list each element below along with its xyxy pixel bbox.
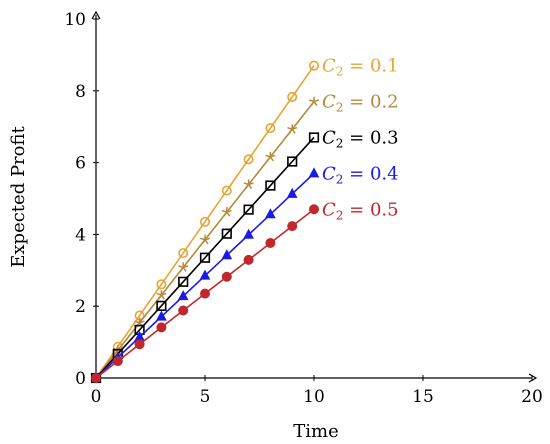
square-marker: [287, 156, 298, 167]
star-marker: [134, 317, 145, 328]
square-marker: [243, 204, 254, 215]
y-tick-label: 2: [75, 297, 86, 317]
x-axis-arrow: [528, 373, 538, 383]
circle-marker: [156, 279, 167, 290]
star-marker: [178, 262, 189, 272]
star-marker: [200, 234, 210, 245]
series-line: [95, 136, 315, 379]
dot-marker: [200, 288, 210, 299]
circle-marker: [265, 123, 276, 134]
series-1: [91, 60, 319, 383]
series-line: [95, 65, 315, 379]
circle-marker: [308, 60, 319, 71]
star-marker: [265, 151, 276, 162]
y-axis-title: Expected Profit: [8, 125, 29, 267]
circle-marker: [200, 216, 211, 227]
series-label: C2 = 0.3: [322, 127, 399, 150]
x-tick-label: 0: [91, 387, 102, 407]
triangle-marker: [308, 167, 320, 178]
square-marker: [221, 228, 232, 239]
series-layer: [90, 60, 320, 384]
y-tick-label: 8: [75, 82, 86, 102]
series-label: C2 = 0.5: [322, 199, 399, 222]
square-marker: [156, 300, 167, 311]
series-5: [91, 204, 319, 383]
dot-marker: [178, 305, 189, 316]
series-label: C2 = 0.2: [322, 92, 399, 115]
y-tick-label: 6: [75, 154, 86, 174]
dot-marker: [243, 254, 254, 265]
series-3: [90, 132, 320, 384]
dot-marker: [287, 221, 298, 232]
dot-marker: [134, 339, 145, 350]
axes: 0 5 10 15 20 0 2 4 6 8 10: [64, 10, 542, 407]
x-tick-label: 15: [412, 387, 434, 407]
series-labels: C2 = 0.1 C2 = 0.2 C2 = 0.3 C2 = 0.4 C2 = 0.5: [322, 56, 399, 223]
triangle-marker: [199, 269, 211, 280]
dot-marker: [309, 204, 319, 215]
square-marker: [265, 180, 276, 191]
triangle-marker: [286, 187, 298, 198]
x-tick-label: 10: [303, 387, 325, 407]
triangle-marker: [221, 249, 233, 260]
dot-marker: [156, 322, 167, 333]
star-marker: [309, 96, 319, 107]
star-marker: [287, 124, 298, 134]
x-tick-label: 20: [521, 387, 543, 407]
x-axis-title: Time: [293, 421, 338, 442]
star-marker: [243, 179, 254, 189]
star-marker: [221, 207, 232, 217]
y-tick-label: 4: [75, 225, 86, 245]
circle-marker: [178, 248, 189, 259]
dot-marker: [91, 373, 101, 383]
star-marker: [156, 290, 167, 300]
square-marker: [199, 252, 211, 263]
y-tick-label: 10: [64, 10, 86, 30]
y-tick-label: 0: [75, 369, 86, 389]
circle-marker: [221, 185, 232, 196]
series-2: [91, 96, 319, 383]
square-marker: [308, 132, 320, 143]
triangle-marker: [156, 310, 167, 321]
square-marker: [178, 276, 189, 287]
series-4: [90, 167, 320, 382]
dot-marker: [265, 238, 276, 249]
dot-marker: [112, 356, 123, 367]
triangle-marker: [177, 290, 189, 301]
dot-marker: [221, 271, 232, 282]
x-tick-label: 5: [200, 387, 211, 407]
circle-marker: [243, 154, 254, 165]
y-axis-arrow: [91, 10, 101, 20]
series-label: C2 = 0.4: [322, 163, 399, 186]
circle-marker: [287, 91, 298, 102]
series-label: C2 = 0.1: [322, 56, 399, 79]
triangle-marker: [243, 228, 254, 239]
triangle-marker: [265, 208, 276, 219]
